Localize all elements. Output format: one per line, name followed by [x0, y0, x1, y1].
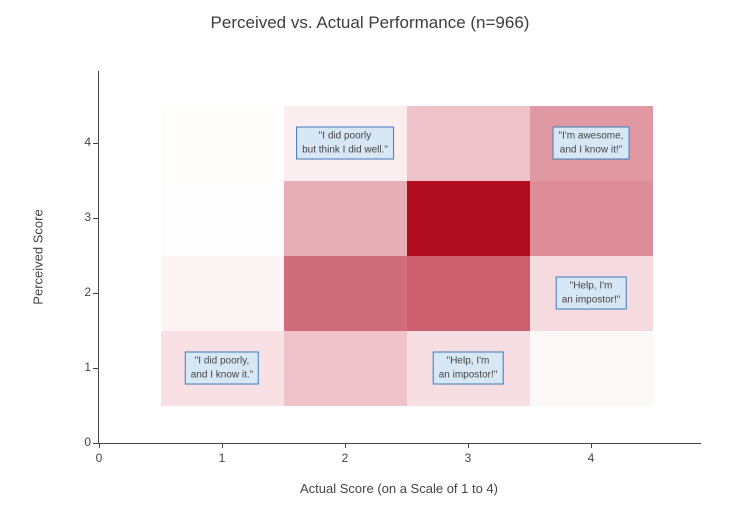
annotation-box: "I'm awesome, and I know it!": [552, 126, 630, 160]
x-tick-mark-2: [345, 443, 346, 448]
annotation-box: "I did poorly but think I did well.": [296, 126, 394, 160]
heatmap-cell-actual1-perceived3[interactable]: [160, 180, 284, 256]
x-tick-label-4: 4: [587, 451, 595, 465]
y-tick-label-1: 1: [84, 360, 91, 374]
heatmap-cell-actual2-perceived3[interactable]: [283, 180, 407, 256]
y-tick-mark-4: [93, 143, 98, 144]
y-tick-label-3: 3: [84, 210, 91, 224]
plot-area: "I did poorly but think I did well." "I'm…: [84, 71, 701, 465]
y-tick-mark-3: [93, 218, 98, 219]
x-tick-mark-3: [468, 443, 469, 448]
y-tick-label-2: 2: [84, 285, 91, 299]
annotation-box: "Help, I'm an impostor!": [432, 351, 504, 385]
heatmap-cell-actual2-perceived2[interactable]: [283, 255, 407, 331]
heatmap-cell-actual3-perceived4[interactable]: [406, 105, 530, 181]
y-tick-label-4: 4: [84, 135, 91, 149]
heatmap-cell-actual3-perceived2[interactable]: [406, 255, 530, 331]
y-tick-label-0: 0: [84, 435, 91, 449]
heatmap-cell-actual3-perceived3[interactable]: [406, 180, 530, 256]
y-tick-mark-1: [93, 368, 98, 369]
annotation-box: "Help, I'm an impostor!": [555, 276, 627, 310]
x-tick-mark-1: [222, 443, 223, 448]
x-tick-mark-0: [99, 443, 100, 448]
y-axis-title: Perceived Score: [30, 209, 46, 305]
y-tick-mark-0: [93, 443, 98, 444]
y-tick-mark-2: [93, 293, 98, 294]
heatmap-cell-actual4-perceived1[interactable]: [529, 330, 653, 406]
heatmap-cell-actual1-perceived4[interactable]: [160, 105, 284, 181]
annotation-box: "I did poorly, and I know it.": [184, 351, 260, 385]
heatmap-cell-actual4-perceived3[interactable]: [529, 180, 653, 256]
chart-title: Perceived vs. Actual Performance (n=966): [210, 13, 530, 32]
x-tick-label-3: 3: [464, 451, 472, 465]
x-tick-mark-4: [591, 443, 592, 448]
x-tick-label-2: 2: [341, 451, 349, 465]
x-tick-label-0: 0: [95, 451, 103, 465]
x-tick-label-1: 1: [218, 451, 226, 465]
x-axis-title: Actual Score (on a Scale of 1 to 4): [300, 481, 498, 496]
heatmap-cell-actual2-perceived1[interactable]: [283, 330, 407, 406]
heatmap-cell-actual1-perceived2[interactable]: [160, 255, 284, 331]
